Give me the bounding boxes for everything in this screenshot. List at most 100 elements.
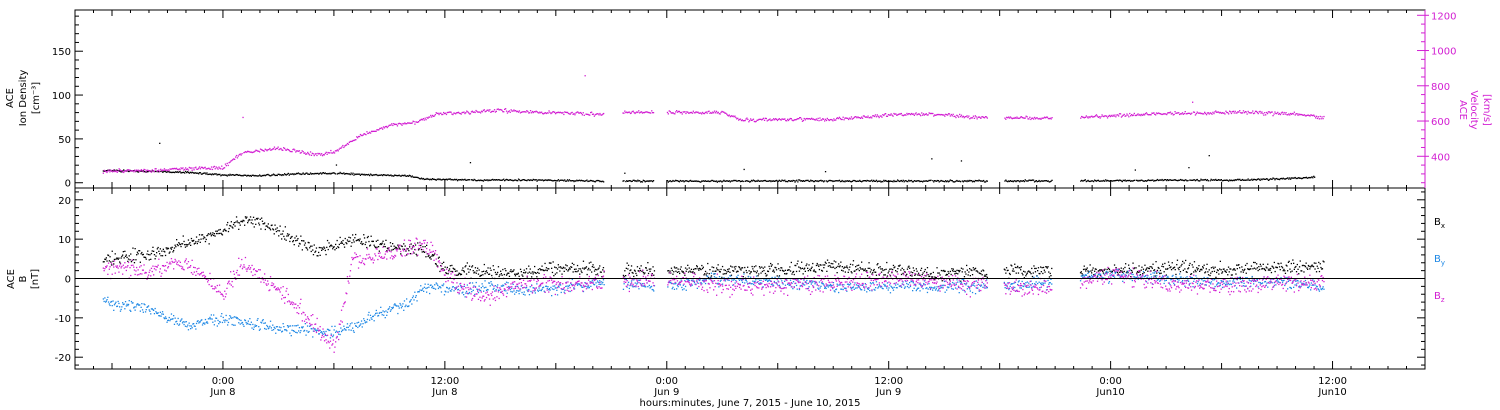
bx-series-point xyxy=(409,246,411,248)
velocity-series-point xyxy=(373,130,375,132)
density-series-point xyxy=(770,180,772,183)
velocity-series-point xyxy=(804,119,806,121)
velocity-series-point xyxy=(887,114,890,116)
by-series-point xyxy=(505,290,507,292)
velocity-series-point xyxy=(819,117,821,119)
bx-series-point xyxy=(319,254,321,256)
density-series-point xyxy=(591,180,593,182)
bx-series-point xyxy=(259,218,261,220)
velocity-series-point xyxy=(112,169,115,171)
bx-series-point xyxy=(1264,268,1266,270)
density-series-point xyxy=(598,180,600,182)
bx-series-point xyxy=(676,271,679,273)
density-series-point xyxy=(332,172,334,174)
density-series-point xyxy=(488,179,490,181)
velocity-series-point xyxy=(569,113,571,115)
velocity-series-point xyxy=(1238,111,1240,113)
by-series-point xyxy=(248,323,250,325)
velocity-series-point xyxy=(669,110,671,113)
bx-series-point xyxy=(208,243,210,245)
by-series-point xyxy=(787,283,789,285)
bx-series-point xyxy=(384,246,386,248)
velocity-series-point xyxy=(802,119,804,122)
velocity-series-point xyxy=(301,150,303,152)
velocity-series-point xyxy=(147,169,149,171)
density-series-point xyxy=(1261,179,1263,181)
velocity-series-point xyxy=(928,112,930,114)
density-series-point xyxy=(170,171,172,173)
density-series-point xyxy=(157,171,159,173)
density-series-point xyxy=(566,180,568,182)
bx-series-point xyxy=(209,233,211,235)
density-series-point xyxy=(1217,179,1220,181)
velocity-series-point xyxy=(799,117,801,119)
velocity-series-point xyxy=(1152,112,1154,114)
bx-series-point xyxy=(1150,270,1152,272)
density-series-point xyxy=(722,180,724,182)
velocity-series-point xyxy=(868,117,870,119)
velocity-series-point xyxy=(240,154,242,156)
velocity-series-point xyxy=(1288,113,1290,115)
bx-series-point xyxy=(568,269,570,271)
velocity-series-point xyxy=(981,116,983,118)
velocity-series-point xyxy=(732,115,734,117)
density-series-point xyxy=(313,173,315,175)
by-series-point xyxy=(293,330,295,333)
by-series-point xyxy=(195,328,197,330)
density-series-point xyxy=(228,174,230,177)
velocity-series-point xyxy=(269,147,271,150)
bx-series-point xyxy=(772,269,775,271)
bx-series-point xyxy=(1101,269,1103,271)
density-series-point xyxy=(941,180,943,182)
velocity-series-point xyxy=(294,149,296,151)
bx-series-point xyxy=(583,268,585,270)
by-series-point xyxy=(235,317,238,319)
density-series-point xyxy=(869,180,871,182)
by-series-point xyxy=(684,285,687,288)
density-series-point xyxy=(782,179,784,182)
bx-series-point xyxy=(557,264,559,266)
density-series-point xyxy=(826,181,828,183)
density-series-point xyxy=(357,173,359,175)
bx-series-point xyxy=(948,272,950,274)
velocity-series-point xyxy=(163,168,166,170)
velocity-series-point xyxy=(369,131,371,133)
density-series-point xyxy=(500,179,502,181)
velocity-series-point xyxy=(124,170,126,172)
bx-series-point xyxy=(1315,262,1317,264)
by-series-point xyxy=(593,284,596,286)
bx-series-point xyxy=(1210,267,1213,269)
velocity-series-point xyxy=(1234,110,1236,112)
velocity-series-point xyxy=(1301,114,1303,116)
velocity-series-point xyxy=(1247,110,1249,113)
velocity-series-point xyxy=(517,111,520,113)
bx-series-point xyxy=(372,240,374,243)
bx-series-point xyxy=(232,227,234,229)
velocity-series-point xyxy=(357,137,359,139)
bx-series-point xyxy=(810,267,812,270)
bx-series-point xyxy=(865,270,867,272)
by-series-point xyxy=(157,312,159,314)
velocity-series-point xyxy=(1309,115,1311,117)
velocity-series-point xyxy=(347,143,350,145)
density-series-point xyxy=(580,179,583,181)
density-series-point xyxy=(1228,180,1230,182)
bx-series-point xyxy=(1257,269,1259,272)
density-series-point xyxy=(1176,179,1178,182)
by-series-point xyxy=(295,331,297,333)
bx-series-point xyxy=(1173,266,1176,268)
velocity-series-point xyxy=(855,116,857,118)
bx-series-point xyxy=(1013,270,1015,272)
velocity-series-point xyxy=(380,127,382,130)
by-series-point xyxy=(409,300,411,302)
velocity-series-point xyxy=(649,112,651,114)
velocity-series-point xyxy=(333,151,335,153)
by-series-point xyxy=(704,282,707,285)
velocity-series-point xyxy=(323,154,325,156)
velocity-series-point xyxy=(1106,117,1109,119)
bx-series-point xyxy=(1035,267,1037,270)
velocity-series-point xyxy=(436,112,438,115)
bx-series-point xyxy=(915,273,917,275)
bx-series-point xyxy=(707,262,709,265)
density-series-point xyxy=(709,180,711,183)
